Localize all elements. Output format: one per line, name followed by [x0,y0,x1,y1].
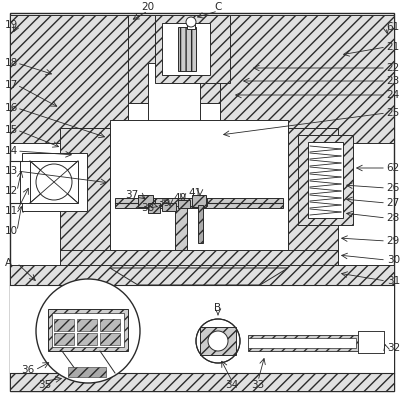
Bar [177,200,190,208]
Circle shape [185,17,196,27]
Text: 22: 22 [386,63,399,73]
Bar [10,161,32,203]
Bar [177,27,196,71]
Bar [138,195,153,207]
Text: 32: 32 [386,343,399,353]
Text: A: A [5,258,12,268]
Text: 39: 39 [157,198,170,208]
Bar [307,142,342,218]
Circle shape [207,331,228,351]
Text: 15: 15 [5,125,18,135]
Text: 30: 30 [386,255,399,265]
Bar [10,285,393,373]
Text: 36: 36 [21,365,34,375]
Bar [162,203,175,211]
Bar [247,335,359,351]
Bar [10,373,393,391]
Text: 17: 17 [5,80,18,90]
Text: C: C [214,2,221,12]
Circle shape [196,319,239,363]
Bar [10,265,393,285]
Text: 34: 34 [225,380,238,390]
Bar [54,319,74,331]
Text: 28: 28 [386,213,399,223]
Circle shape [36,279,140,383]
Bar [22,153,87,211]
Text: 33: 33 [251,380,264,390]
Bar [108,153,239,165]
Bar [192,195,205,207]
Bar [54,333,74,345]
Bar [247,338,355,348]
Bar [48,309,128,351]
Bar [110,120,287,250]
Text: 61: 61 [386,22,399,32]
Bar [148,203,160,213]
Text: 24: 24 [386,90,399,100]
Bar [148,63,200,218]
Bar [77,319,97,331]
Bar [52,313,124,347]
Text: 19: 19 [5,20,18,30]
Bar [357,331,383,353]
Text: 23: 23 [386,76,399,86]
Bar [128,103,220,143]
Text: 31: 31 [386,276,399,286]
Text: 38: 38 [141,203,154,213]
Bar [115,198,282,208]
Text: 16: 16 [5,103,18,113]
Text: 29: 29 [386,236,399,246]
Bar [60,128,110,258]
Circle shape [36,164,72,200]
Bar [128,15,220,103]
Text: 10: 10 [5,226,18,236]
Bar [198,205,202,243]
Text: 20: 20 [141,2,154,12]
Text: 14: 14 [5,146,18,156]
Bar [30,161,78,203]
Bar [60,250,337,268]
Polygon shape [110,268,287,285]
Bar [175,202,187,250]
Bar [162,23,209,75]
Text: 26: 26 [386,183,399,193]
Bar [155,15,230,83]
Text: 25: 25 [386,108,399,118]
Text: 11: 11 [5,206,18,216]
Bar [10,15,128,143]
Bar [357,331,383,353]
Text: 12: 12 [5,186,18,196]
Text: B: B [214,303,221,313]
Bar [100,333,120,345]
Text: 37: 37 [125,190,138,200]
Bar [100,319,120,331]
Text: 35: 35 [38,380,51,390]
Text: 13: 13 [5,166,18,176]
Bar [68,367,106,377]
Text: 18: 18 [5,58,18,68]
Bar [155,198,207,206]
Text: 27: 27 [386,198,399,208]
Text: 21: 21 [386,42,399,52]
Text: 40: 40 [173,193,186,203]
Bar [220,15,393,143]
Bar [200,327,235,355]
Bar [128,139,220,155]
Bar [130,171,220,181]
Bar [168,158,183,188]
Bar [287,128,337,258]
Text: 62: 62 [386,163,399,173]
Bar [187,21,194,29]
Bar [77,333,97,345]
Bar [297,135,352,225]
Text: 41: 41 [188,188,201,198]
